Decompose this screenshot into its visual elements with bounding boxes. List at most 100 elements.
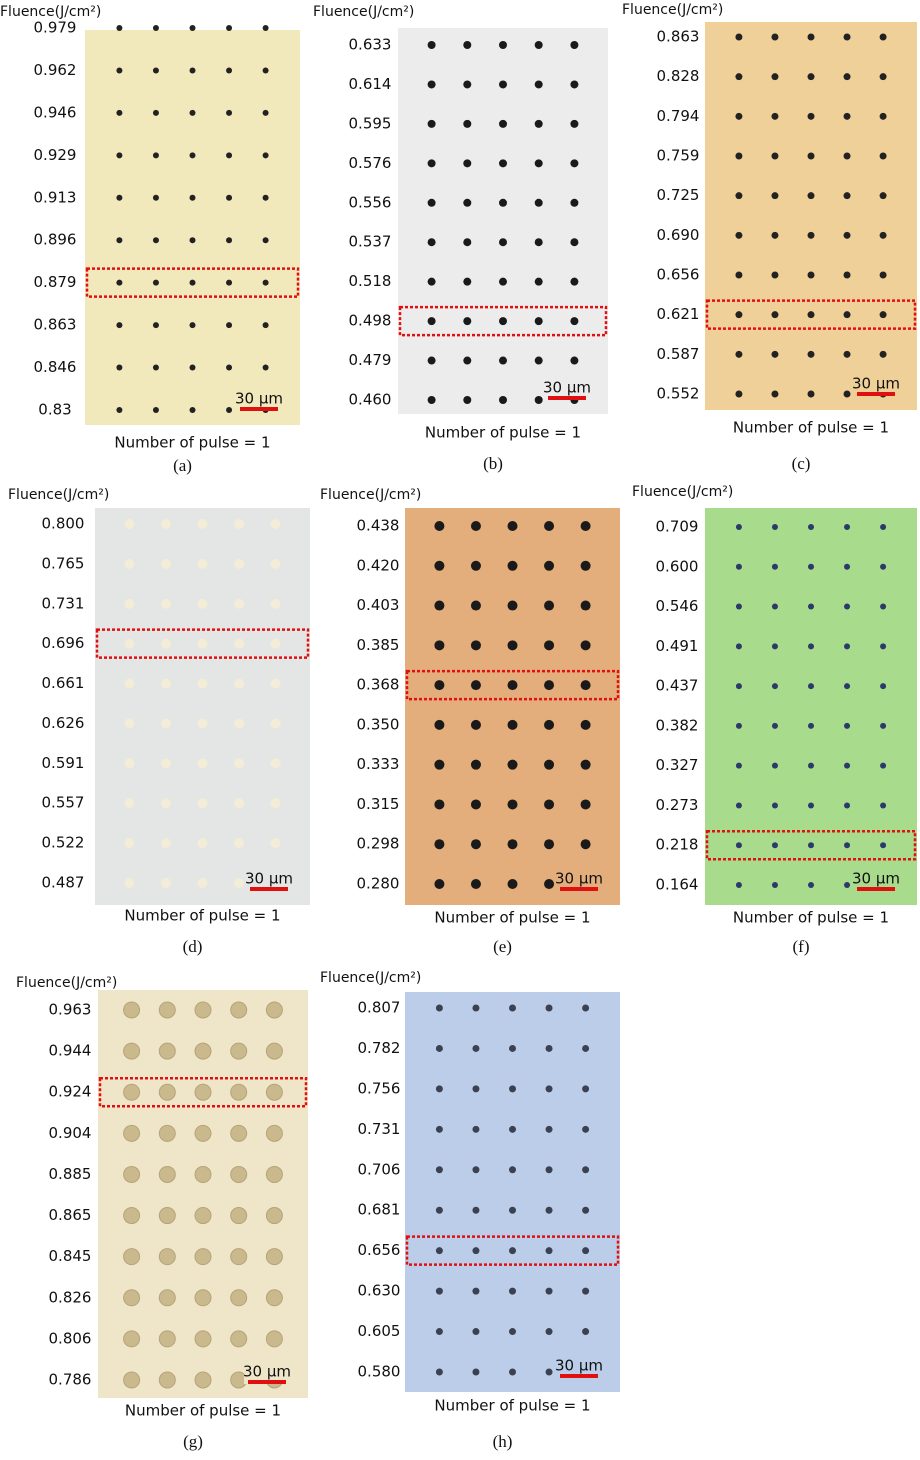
ablation-spot [771, 722, 778, 729]
fluence-label: 0.845 [49, 1247, 92, 1265]
ablation-spot [735, 271, 743, 279]
ablation-spot [735, 73, 743, 81]
ablation-spot [234, 558, 245, 569]
fluence-label: 0.656 [358, 1241, 401, 1259]
highlight-box [398, 305, 608, 337]
scale-text: 30 µm [235, 390, 283, 408]
ablation-spot [265, 1330, 283, 1348]
ablation-spot [507, 759, 518, 770]
fluence-label: 0.946 [34, 103, 77, 121]
fluence-label: 0.782 [358, 1039, 401, 1057]
ablation-spot [152, 67, 159, 74]
ablation-spot [808, 842, 814, 849]
ablation-spot [507, 719, 518, 730]
ablation-spot [427, 119, 436, 128]
ablation-spot [879, 112, 887, 120]
ablation-spot [534, 80, 543, 89]
ablation-spot [507, 640, 518, 651]
ablation-spot [194, 1248, 212, 1266]
ablation-spot [152, 237, 159, 244]
fluence-label: 0.846 [34, 358, 77, 376]
ablation-spot [234, 838, 245, 849]
ablation-spot [234, 678, 245, 689]
fluence-label: 0.498 [349, 312, 392, 330]
fluence-label: 0.576 [349, 154, 392, 172]
ablation-spot [499, 238, 507, 247]
caption: (b) [483, 454, 503, 473]
fluence-label: 0.765 [42, 554, 85, 572]
ablation-spot [152, 322, 159, 329]
ablation-spot [843, 311, 851, 319]
ablation-spot [158, 1001, 176, 1019]
ablation-spot [880, 762, 887, 769]
ablation-spot [807, 152, 815, 160]
ablation-spot [265, 1165, 283, 1183]
ablation-spot [879, 271, 887, 279]
ablation-spot [463, 119, 472, 128]
ablation-spot [158, 1165, 176, 1183]
ablation-spot [124, 558, 135, 569]
fluence-label: 0.438 [357, 517, 400, 535]
ablation-spot [160, 718, 171, 729]
ablation-spot [194, 1165, 212, 1183]
ablation-spot [735, 350, 743, 358]
ablation-spot [152, 25, 159, 31]
fluence-label: 0.725 [657, 186, 700, 204]
ablation-spot [808, 683, 814, 690]
ablation-spot [152, 279, 159, 286]
ablation-spot [463, 396, 472, 404]
ablation-spot [771, 802, 778, 809]
ablation-spot [234, 638, 245, 649]
pulse-label: Number of pulse = 1 [733, 419, 889, 437]
ablation-spot [194, 1042, 212, 1060]
ablation-spot [189, 152, 196, 159]
ablation-spot [234, 519, 245, 529]
ablation-spot [880, 683, 887, 690]
ablation-spot [472, 1328, 480, 1336]
ablation-spot [194, 1289, 212, 1307]
ablation-spot [160, 598, 171, 609]
ablation-spot [116, 152, 123, 159]
ablation-spot [226, 67, 233, 74]
ablation-spot [472, 1166, 480, 1174]
ablation-spot [499, 159, 507, 168]
ablation-spot [807, 231, 815, 239]
scale-bg [556, 869, 602, 891]
ablation-spot [735, 683, 742, 690]
ablation-spot [124, 519, 135, 529]
ablation-spot [158, 1042, 176, 1060]
fluence-label: 0.731 [358, 1120, 401, 1138]
fluence-label: 0.681 [358, 1201, 401, 1219]
ablation-spot [735, 603, 742, 610]
ablation-spot [735, 802, 742, 809]
ablation-spot [844, 722, 851, 729]
ablation-spot [771, 842, 778, 849]
ablation-spot [507, 521, 518, 531]
fluence-label: 0.690 [657, 226, 700, 244]
ablation-spot [771, 603, 778, 610]
ablation-spot [735, 390, 743, 398]
ablation-spot [808, 643, 814, 650]
ablation-spot [807, 350, 815, 358]
ablation-spot [435, 1206, 443, 1214]
ablation-spot [843, 390, 851, 398]
ablation-spot [197, 638, 208, 649]
ablation-spot [507, 839, 518, 850]
ablation-spot [808, 762, 814, 769]
ablation-spot [470, 600, 481, 611]
ablation-spot [771, 311, 779, 319]
ablation-spot [123, 1083, 141, 1101]
ablation-spot [435, 1125, 443, 1133]
ablation-spot [230, 1207, 248, 1225]
ablation-spot [582, 1206, 590, 1214]
ablation-spot [880, 524, 887, 530]
ablation-spot [544, 759, 555, 770]
ablation-spot [434, 759, 445, 770]
fluence-label: 0.298 [357, 835, 400, 853]
ablation-spot [189, 322, 196, 329]
scale-bg [246, 869, 292, 891]
ablation-spot [470, 521, 481, 531]
ablation-spot [226, 322, 233, 329]
ablation-spot [534, 317, 543, 326]
ablation-spot [116, 279, 123, 286]
